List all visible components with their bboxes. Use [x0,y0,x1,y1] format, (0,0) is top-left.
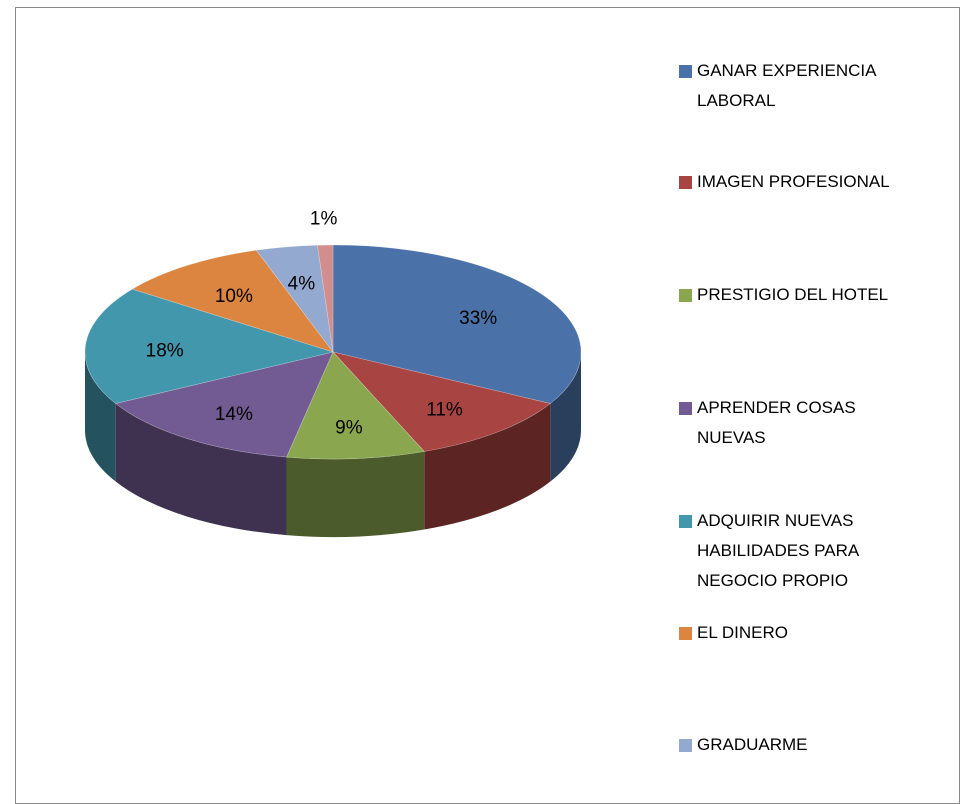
legend-label: EL DINERO [697,623,789,642]
pie-slice [131,249,334,353]
legend-label: PRESTIGIO DEL HOTEL [697,285,889,304]
data-label: 4% [288,274,316,295]
data-label: 10% [215,286,253,307]
pie-slice [255,244,334,353]
legend-label: GANAR EXPERIENCIA LABORAL [697,61,876,110]
data-label: 11% [426,400,463,421]
legend-swatch [679,515,692,528]
pie-slice [286,351,425,460]
pie-slice-side [115,403,287,536]
data-label: 9% [335,417,363,438]
legend-label: ADQUIRIR NUEVAS HABILIDADES PARA NEGOCIO… [697,511,859,590]
legend-swatch [679,289,692,302]
pie-slice-side [85,352,116,482]
pie-slice [115,351,334,458]
legend-swatch [679,739,692,752]
legend-swatch [679,402,692,415]
pie-slice [332,244,582,404]
legend-label: GRADUARME [697,735,808,754]
pie-slice [84,288,335,404]
pie-slice-side [424,403,551,530]
legend-label: APRENDER COSAS NUEVAS [697,398,856,447]
pie-slice-side [286,451,425,537]
legend-swatch [679,65,692,78]
data-label: 14% [215,404,253,425]
data-label: 18% [146,340,184,361]
pie-slice [332,351,551,452]
data-label: 33% [459,308,497,329]
legend-swatch [679,176,692,189]
data-label: 1% [310,209,338,230]
legend-swatch [679,627,692,640]
pie-slice-side [550,352,581,482]
legend-label: IMAGEN PROFESIONAL [697,172,890,191]
pie-slice [317,244,334,353]
